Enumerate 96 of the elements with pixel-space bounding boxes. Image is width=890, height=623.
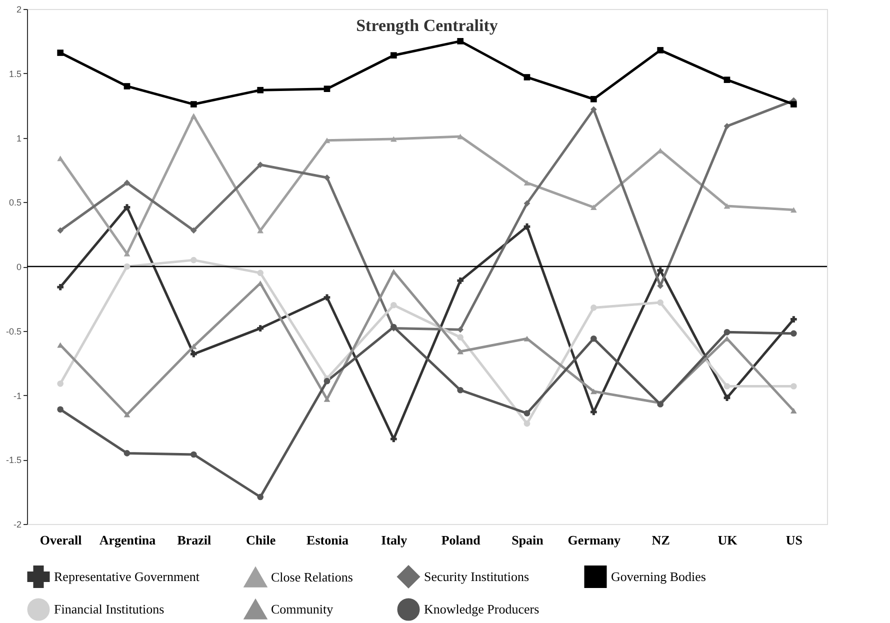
- point: [790, 330, 797, 337]
- point: [124, 263, 130, 270]
- x-tick-label: Germany: [568, 532, 622, 548]
- point: [124, 180, 130, 186]
- point: [257, 325, 264, 332]
- point: [57, 284, 64, 290]
- point: [257, 494, 264, 500]
- point: [390, 52, 397, 59]
- x-tick-label: Poland: [441, 532, 482, 548]
- y-tick-label: -0.5: [6, 326, 22, 336]
- y-tick-label: -1: [13, 390, 22, 401]
- x-tick-label: NZ: [652, 532, 670, 548]
- point: [724, 123, 730, 130]
- y-tick-label: 1.5: [8, 68, 22, 79]
- y-tick-label: 0: [16, 262, 22, 272]
- point: [457, 334, 464, 340]
- point: [457, 386, 464, 394]
- point: [124, 204, 130, 210]
- point: [590, 304, 597, 311]
- point: [790, 408, 797, 414]
- x-tick-label: UK: [718, 532, 738, 548]
- x-tick-label: Brazil: [177, 532, 212, 548]
- legend-label: Governing Bodies: [611, 568, 706, 584]
- y-tick-label: 1: [16, 133, 22, 144]
- point: [524, 74, 530, 80]
- point: [257, 228, 264, 234]
- x-tick-label: Estonia: [306, 532, 349, 548]
- point: [724, 394, 730, 401]
- y-tick-label: -2: [13, 520, 22, 530]
- y-tick-label: 2: [16, 4, 22, 14]
- point: [324, 174, 330, 181]
- point: [657, 47, 664, 54]
- point: [724, 203, 730, 209]
- point: [324, 86, 330, 92]
- point: [257, 270, 264, 276]
- point: [457, 326, 464, 333]
- x-tick-label: Overall: [40, 532, 82, 548]
- point: [190, 113, 197, 119]
- legend-label: Knowledge Producers: [424, 602, 540, 616]
- point: [324, 378, 330, 384]
- x-tick-label: Spain: [512, 532, 544, 548]
- x-tick-label: US: [786, 532, 802, 548]
- point: [124, 83, 130, 90]
- point: [724, 329, 730, 336]
- y-tick-label: -1.5: [6, 455, 22, 466]
- point: [57, 227, 64, 234]
- point: [190, 227, 197, 234]
- point: [657, 267, 664, 274]
- point: [257, 162, 264, 168]
- point: [190, 101, 197, 108]
- legend-label: Close Relations: [271, 569, 353, 584]
- point: [790, 316, 797, 322]
- point: [657, 299, 664, 306]
- legend-label: Community: [271, 602, 334, 616]
- chart-title: Strength Centrality: [356, 16, 498, 35]
- point: [390, 302, 397, 308]
- point: [124, 412, 130, 418]
- point: [124, 450, 130, 456]
- point: [57, 380, 64, 387]
- x-tick-label: Argentina: [99, 532, 156, 548]
- point: [524, 420, 530, 427]
- point: [390, 436, 397, 442]
- point: [190, 350, 197, 358]
- point: [590, 335, 597, 342]
- point: [590, 388, 597, 394]
- x-tick-label: Italy: [381, 532, 408, 548]
- point: [324, 138, 330, 144]
- point: [390, 136, 397, 142]
- point: [790, 383, 797, 390]
- point: [457, 348, 464, 354]
- point: [590, 96, 597, 102]
- point: [524, 200, 530, 207]
- legend-label: Representative Government: [54, 568, 200, 584]
- point: [724, 76, 730, 83]
- point: [590, 106, 597, 113]
- point: [790, 207, 797, 213]
- point: [57, 156, 64, 162]
- point: [457, 278, 464, 284]
- point: [457, 38, 464, 44]
- point: [524, 410, 530, 416]
- point: [590, 408, 597, 416]
- legend-label: Security Institutions: [424, 568, 530, 584]
- point: [524, 223, 530, 230]
- point: [524, 180, 530, 186]
- x-tick-label: Chile: [246, 532, 276, 548]
- point: [590, 204, 597, 210]
- point: [57, 406, 64, 413]
- point: [257, 86, 264, 94]
- point: [190, 451, 197, 458]
- point: [790, 101, 797, 108]
- point: [724, 383, 730, 390]
- point: [190, 256, 197, 264]
- y-tick-label: 0.5: [8, 198, 22, 208]
- point: [57, 50, 64, 56]
- point: [324, 294, 330, 301]
- legend-label: Financial Institutions: [54, 602, 164, 616]
